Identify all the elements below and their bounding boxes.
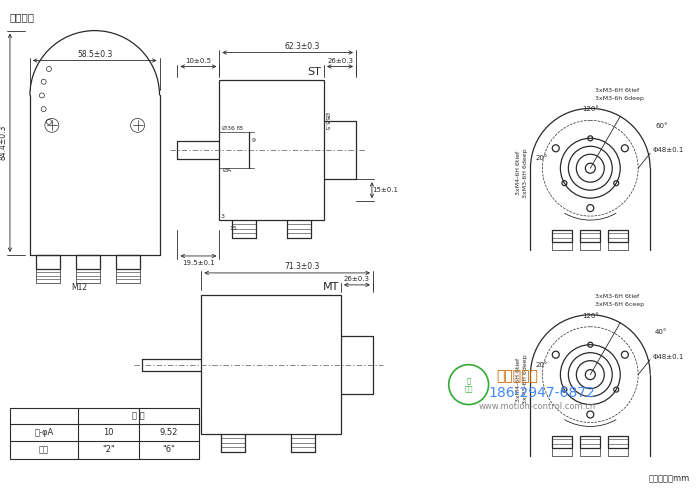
Text: 19.5±0.1: 19.5±0.1 [182,260,215,266]
Bar [116,255,139,269]
Text: 代码: 代码 [39,445,49,454]
Text: 20°: 20° [536,362,548,368]
Text: 40°: 40° [655,329,668,335]
Bar [36,269,60,283]
Bar [552,436,573,448]
Bar [219,81,324,220]
Bar [608,448,628,457]
Text: M12: M12 [71,283,88,292]
Text: 120°: 120° [582,313,598,319]
Text: 西安德伍拓: 西安德伍拓 [496,370,538,383]
Text: 26±0.3: 26±0.3 [344,276,370,282]
Text: 3xM3-6H 6ceep: 3xM3-6H 6ceep [595,302,645,307]
Text: 60°: 60° [655,123,668,129]
Text: 3xM4-6H 6tief: 3xM4-6H 6tief [516,151,521,195]
Bar [580,448,601,457]
Text: 71.3±0.3: 71.3±0.3 [284,262,320,272]
Bar [552,242,573,250]
Text: 26±0.3: 26±0.3 [327,57,353,63]
Text: Ø58.5: Ø58.5 [323,112,328,131]
Bar [116,269,139,283]
Text: 10: 10 [103,429,113,437]
Bar [608,230,628,242]
Bar [580,230,601,242]
Text: 15±0.1: 15±0.1 [372,187,398,193]
Text: 3xM3-6h 6deep: 3xM3-6h 6deep [595,96,644,101]
Bar [580,436,601,448]
Text: 夹紧法兰: 夹紧法兰 [10,13,35,23]
Text: 20°: 20° [536,155,548,161]
Text: ST: ST [307,67,321,78]
Text: 186-2947-6872: 186-2947-6872 [489,385,595,400]
Bar [76,255,99,269]
Text: 120°: 120° [582,107,598,112]
Text: 3xM3-6H 6tief: 3xM3-6H 6tief [595,294,639,300]
Text: 德
伍拓: 德 伍拓 [464,378,473,392]
Text: 轴-φA: 轴-φA [34,429,53,437]
Bar [552,230,573,242]
Bar [76,269,99,283]
Bar [10,408,199,460]
Text: 84.4±0.3: 84.4±0.3 [0,125,8,161]
Text: "6": "6" [162,445,176,454]
Text: www.motion-control.com.cn: www.motion-control.com.cn [479,402,596,411]
Text: 9: 9 [251,138,256,143]
Text: 尺 寸: 尺 寸 [132,411,145,420]
Text: 58.5±0.3: 58.5±0.3 [77,50,113,59]
Text: ØA: ØA [223,168,232,173]
Text: 3xM3-6H 6deep: 3xM3-6H 6deep [523,355,528,405]
Text: 3xM4-6H 6tief: 3xM4-6H 6tief [516,357,521,402]
Text: 15: 15 [230,225,237,231]
Text: 10±0.5: 10±0.5 [186,57,211,63]
Bar [202,295,341,435]
Text: 62.3±0.3: 62.3±0.3 [285,42,321,51]
Text: 尺寸单位：mm: 尺寸单位：mm [649,475,690,484]
Text: Φ48±0.1: Φ48±0.1 [652,147,683,153]
Text: 9.52: 9.52 [160,429,178,437]
Text: 3xM3-6H 6deep: 3xM3-6H 6deep [523,148,528,198]
Text: "2": "2" [102,445,115,454]
Text: 3xM3-6H 6tief: 3xM3-6H 6tief [595,88,639,93]
Bar [552,448,573,457]
Bar [608,436,628,448]
Text: 3: 3 [220,214,225,218]
Bar [608,242,628,250]
Text: Ø36 f8: Ø36 f8 [223,126,243,131]
Text: MT: MT [323,282,339,292]
Text: Φ48±0.1: Φ48±0.1 [652,354,683,360]
Bar [580,242,601,250]
Bar [36,255,60,269]
